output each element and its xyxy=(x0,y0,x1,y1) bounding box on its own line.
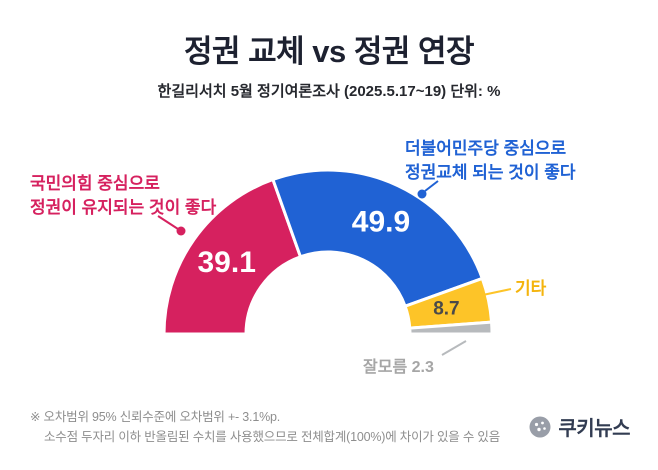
callout-label-etc: 기타 xyxy=(515,279,547,298)
callout-line-0 xyxy=(157,215,179,230)
page-subtitle: 한길리서치 5월 정기여론조사 (2025.5.17~19) 단위: % xyxy=(157,83,501,100)
donut-segment-0 xyxy=(162,177,303,336)
kukinews-logo: 쿠키뉴스 xyxy=(528,412,630,441)
callout-label-regime-maintain-line1: 국민의힘 중심으로 xyxy=(30,174,160,193)
donut-segment-3 xyxy=(408,320,494,336)
callout-label-regime-maintain: 국민의힘 중심으로 정권이 유지되는 것이 좋다 xyxy=(30,172,216,220)
segment-value-2: 8.7 xyxy=(433,298,459,319)
callout-label-unknown: 잘모름 2.3 xyxy=(363,359,434,376)
footnote-margin-of-error: ※ 오차범위 95% 신뢰수준에 오차범위 +- 3.1%p. xyxy=(30,410,281,424)
donut-segment-1 xyxy=(271,168,485,309)
kukinews-logo-text: 쿠키뉴스 xyxy=(558,418,630,440)
callout-dot-1 xyxy=(417,189,427,199)
callout-dot-0 xyxy=(176,226,186,236)
kukinews-logo-icon xyxy=(529,416,551,437)
callout-label-regime-maintain-line2: 정권이 유지되는 것이 좋다 xyxy=(30,198,217,217)
callout-line-1 xyxy=(424,180,439,192)
page-title: 정권 교체 vs 정권 연장 xyxy=(183,34,475,69)
callout-label-regime-change-line1: 더불어민주당 중심으로 xyxy=(405,139,567,158)
callout-line-3 xyxy=(441,340,467,356)
callout-line-2 xyxy=(477,288,512,297)
callout-label-regime-change: 더불어민주당 중심으로 정권교체 되는 것이 좋다 xyxy=(405,137,576,185)
footnote-rounding: 소수점 두자리 이하 반올림된 수치를 사용했으므로 전체합계(100%)에 차… xyxy=(44,430,501,444)
callout-label-regime-change-line2: 정권교체 되는 것이 좋다 xyxy=(405,163,576,182)
segment-value-1: 49.9 xyxy=(352,205,410,238)
segment-value-0: 39.1 xyxy=(198,246,256,279)
